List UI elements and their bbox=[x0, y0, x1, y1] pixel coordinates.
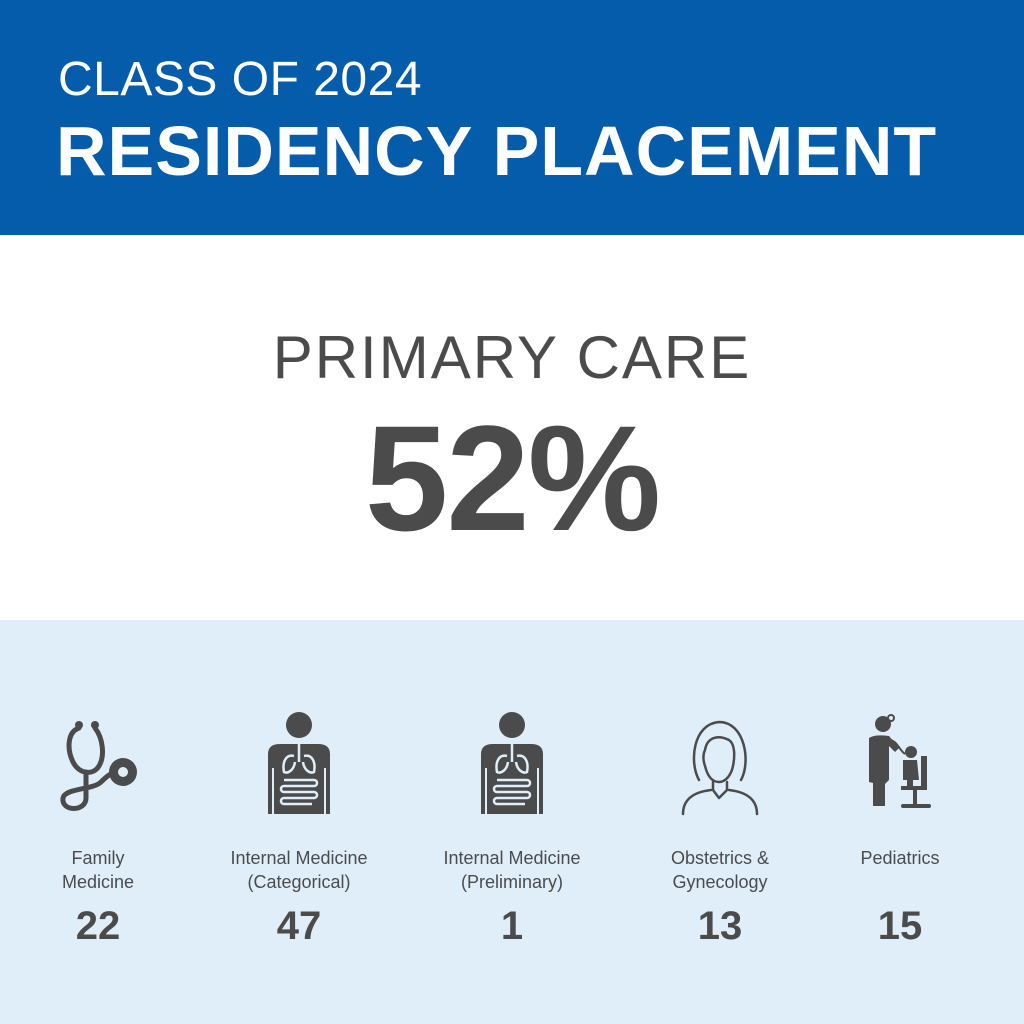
pediatrician-icon bbox=[855, 710, 945, 820]
internal-organs-icon bbox=[254, 710, 344, 820]
header-banner: CLASS OF 2024 RESIDENCY PLACEMENT bbox=[0, 0, 1024, 235]
class-year-title: CLASS OF 2024 bbox=[58, 53, 423, 106]
residency-placement-title: RESIDENCY PLACEMENT bbox=[56, 112, 938, 190]
specialty-name: Obstetrics & Gynecology bbox=[670, 848, 770, 892]
specialty-name: Pediatrics bbox=[860, 848, 940, 868]
specialty-count: 13 bbox=[697, 904, 743, 948]
primary-care-section: PRIMARY CARE 52% bbox=[0, 235, 1024, 620]
specialty-name: Family Medicine bbox=[61, 848, 135, 892]
specialties-panel: Family Medicine 22 Internal Medicine bbox=[0, 620, 1024, 1024]
primary-care-percent: 52% bbox=[364, 394, 661, 562]
specialty-count: 15 bbox=[877, 904, 923, 948]
specialty-count: 47 bbox=[276, 904, 322, 948]
specialty-family-medicine: Family Medicine 22 bbox=[0, 710, 198, 946]
specialty-count: 22 bbox=[75, 904, 121, 948]
woman-icon bbox=[675, 710, 765, 820]
specialty-count: 1 bbox=[500, 904, 524, 948]
internal-organs-icon bbox=[467, 710, 557, 820]
stethoscope-icon bbox=[53, 710, 143, 820]
specialty-name: Internal Medicine (Categorical) bbox=[230, 848, 368, 892]
specialty-obstetrics-gynecology: Obstetrics & Gynecology 13 bbox=[620, 710, 820, 946]
primary-care-label: PRIMARY CARE bbox=[272, 324, 752, 391]
specialty-internal-medicine-preliminary: Internal Medicine (Preliminary) 1 bbox=[412, 710, 612, 946]
specialty-name: Internal Medicine (Preliminary) bbox=[443, 848, 581, 892]
specialty-pediatrics: Pediatrics 15 bbox=[800, 710, 1000, 946]
specialty-internal-medicine-categorical: Internal Medicine (Categorical) 47 bbox=[199, 710, 399, 946]
